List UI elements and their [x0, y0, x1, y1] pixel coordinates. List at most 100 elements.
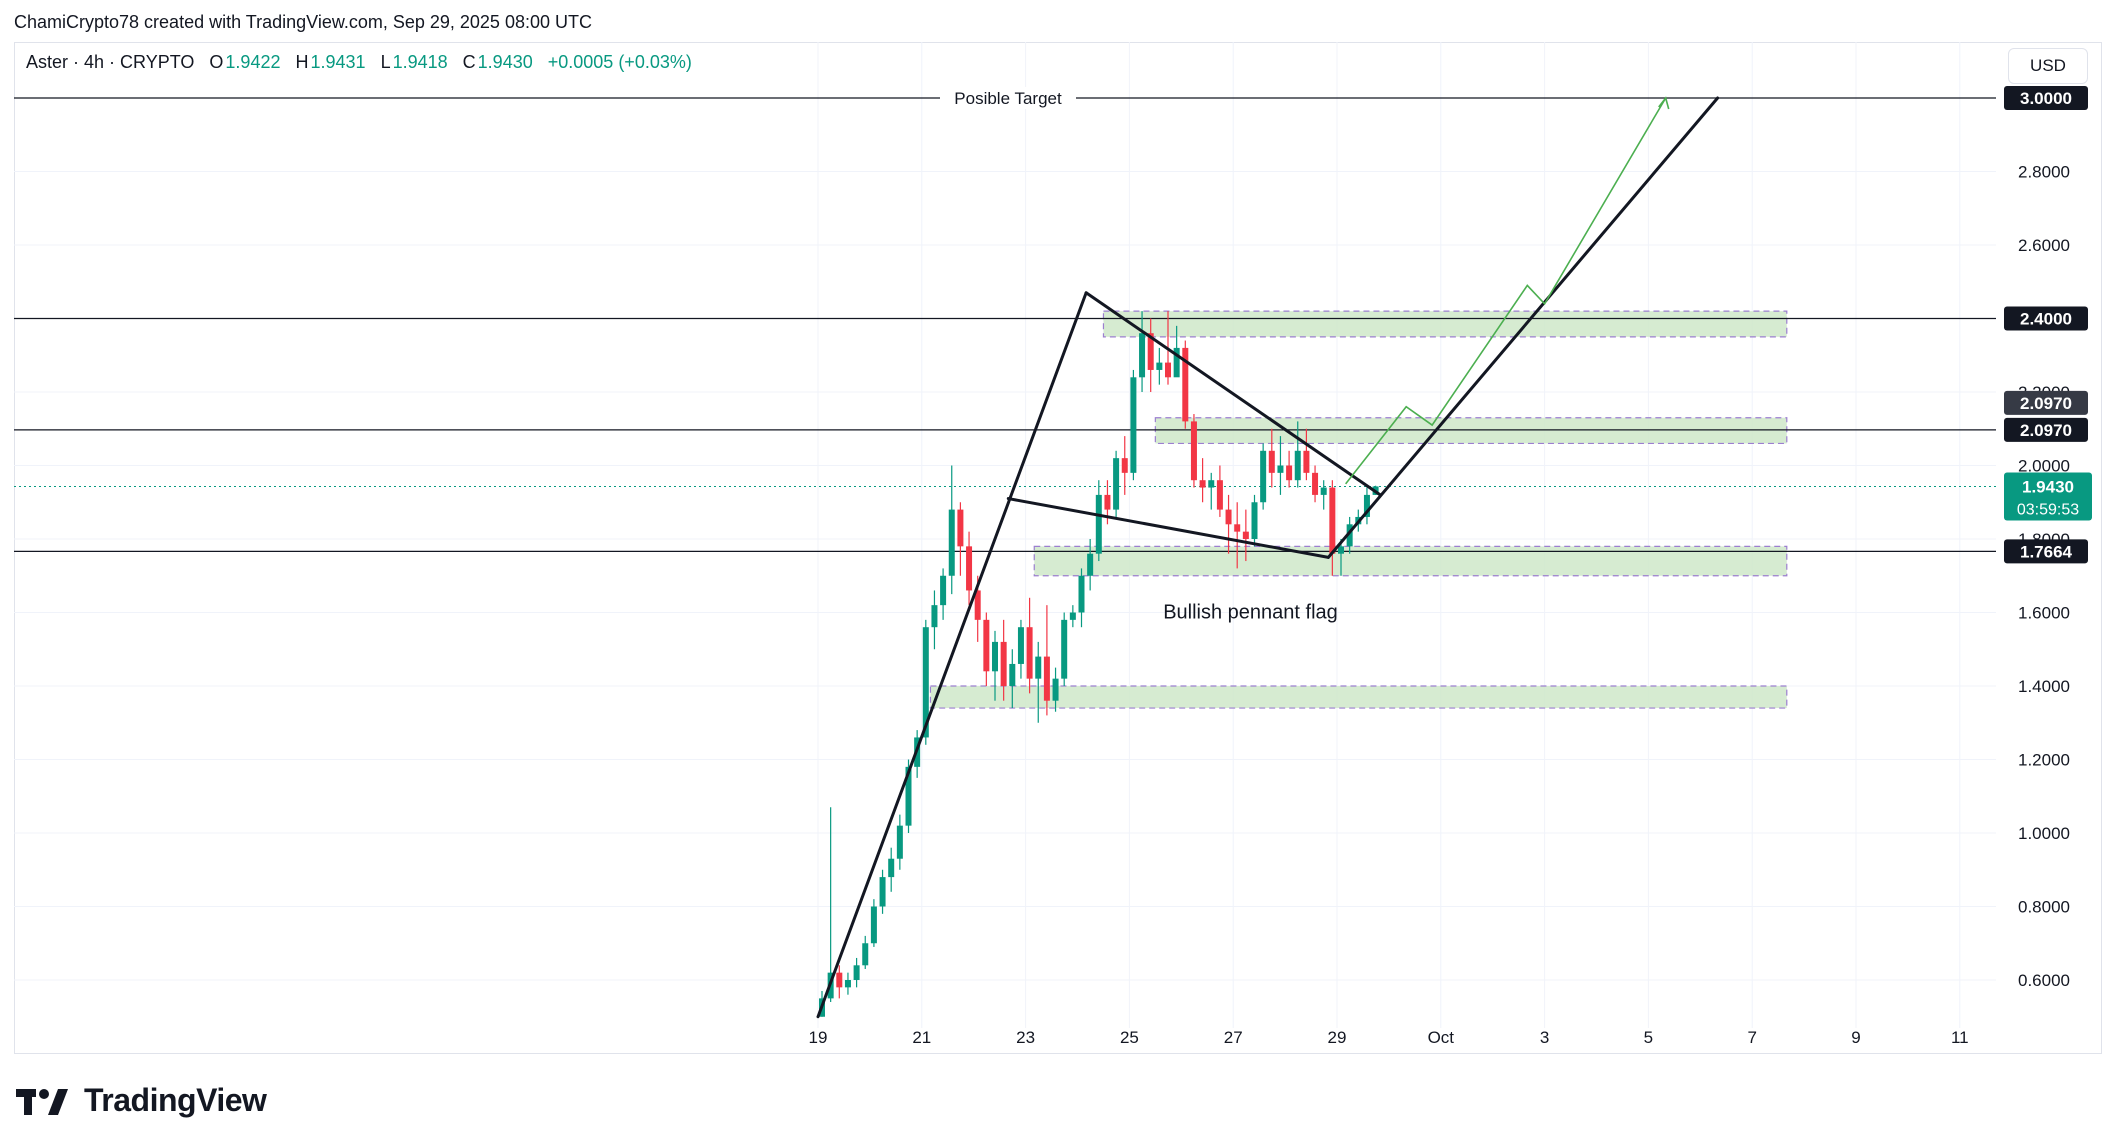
candle [1329, 480, 1336, 576]
open-value: 1.9422 [225, 52, 281, 72]
candle [1095, 480, 1102, 562]
x-tick-label: 7 [1747, 1028, 1756, 1047]
candle-body [1026, 627, 1033, 679]
y-tick-label: 1.2000 [2018, 751, 2070, 770]
candle-body [1035, 656, 1042, 679]
candle-body [1303, 450, 1310, 473]
y-tick-label: 1.4000 [2018, 677, 2070, 696]
candle [1225, 494, 1232, 554]
price-tag-2097-upper-text: 2.0970 [2020, 394, 2072, 413]
candle [1268, 428, 1275, 488]
candle [1216, 465, 1223, 517]
pattern-annotation: Bullish pennant flag [1163, 602, 1338, 624]
candle [853, 957, 860, 988]
candle-body [1363, 494, 1370, 517]
candle-body [1009, 663, 1016, 686]
candle-body [1113, 458, 1120, 510]
candle-body [1225, 509, 1232, 525]
candle-body [1061, 619, 1068, 679]
candle [1078, 568, 1085, 628]
candle-body [1043, 656, 1050, 701]
candle [983, 612, 990, 686]
candle-body [1268, 450, 1275, 473]
candle-body [1130, 377, 1137, 473]
candle [1009, 649, 1016, 709]
candle [1026, 597, 1033, 694]
price-tag-2097-upper-bg [2004, 390, 2088, 415]
candle [1087, 539, 1094, 591]
candle [1017, 619, 1024, 679]
candle [1251, 494, 1258, 547]
candle [1208, 472, 1215, 510]
projection-arrowhead [1658, 96, 1670, 110]
candle-body [1095, 494, 1102, 554]
zone-4 [929, 685, 1788, 709]
candle-body [1329, 487, 1336, 554]
candlesticks [819, 311, 1379, 1017]
pennant-trend-line-4 [1326, 96, 1720, 559]
current-price-tag: 1.9430 03:59:53 [2004, 472, 2092, 521]
candle [1043, 605, 1050, 716]
close-value: 1.9430 [477, 52, 533, 72]
candle [992, 630, 998, 701]
candle-body [896, 825, 903, 859]
candle [1363, 487, 1370, 525]
support-resistance-zones [929, 310, 1788, 709]
candle-body [1165, 362, 1171, 378]
candle-body [1000, 641, 1007, 686]
open-label: O [209, 52, 224, 72]
candle [1294, 421, 1301, 488]
candle-body [1338, 546, 1344, 554]
y-tick-label: 0.6000 [2018, 971, 2070, 990]
candle [948, 465, 955, 595]
y-tick-label: 2.6000 [2018, 236, 2070, 255]
candle [1346, 516, 1353, 554]
pennant-trend-line-1 [816, 291, 1088, 1019]
symbol-legend: Aster · 4h · CRYPTO O 1.9422 H 1.9431 L 1.9… [26, 52, 692, 73]
close-label: C [462, 52, 476, 72]
price-tag-24-text: 2.4000 [2020, 310, 2072, 329]
countdown-text: 03:59:53 [2017, 501, 2079, 518]
candle [1312, 465, 1319, 503]
candle [1303, 428, 1310, 481]
candle-body [853, 965, 860, 980]
price-tag-17664-text: 1.7664 [2020, 542, 2073, 561]
price-tag-2097-text: 2.0970 [2020, 421, 2072, 440]
candle-body [1346, 524, 1353, 547]
price-tag-2097-bg [2004, 417, 2088, 442]
current-price-text: 1.9430 [2022, 477, 2074, 496]
symbol-name[interactable]: Aster · 4h · CRYPTO [26, 52, 195, 72]
candle [888, 847, 895, 892]
target-label-bg [940, 87, 1076, 109]
candle [1320, 480, 1327, 510]
candle-body [870, 906, 877, 944]
current-price-tag-bg [2004, 472, 2092, 521]
candle [1069, 605, 1076, 628]
candle [1061, 612, 1068, 686]
candle-body [1052, 678, 1059, 701]
price-tag-24-bg [2004, 306, 2088, 331]
candle-body [905, 766, 912, 826]
candle-body [948, 509, 955, 576]
candle-body [974, 590, 981, 620]
pennant-trend-line-2 [1084, 291, 1382, 497]
tradingview-logo-icon [16, 1088, 68, 1115]
candle [1173, 325, 1180, 378]
candle-body [957, 509, 964, 547]
candle-body [922, 627, 929, 738]
x-tick-label: 9 [1851, 1028, 1860, 1047]
pennant-trend-line-3 [1006, 497, 1330, 559]
candle [862, 935, 869, 969]
candle-body [1069, 612, 1076, 620]
x-tick-label: 27 [1224, 1028, 1243, 1047]
candle-body [1234, 524, 1241, 532]
candle [931, 590, 938, 650]
candle-body [1017, 627, 1024, 664]
y-tick-label: 0.8000 [2018, 898, 2070, 917]
candle [940, 568, 947, 620]
zone-2 [1154, 417, 1788, 445]
currency-button[interactable]: USD [2008, 48, 2088, 84]
projection-path [1345, 97, 1667, 485]
candle [1035, 641, 1042, 723]
